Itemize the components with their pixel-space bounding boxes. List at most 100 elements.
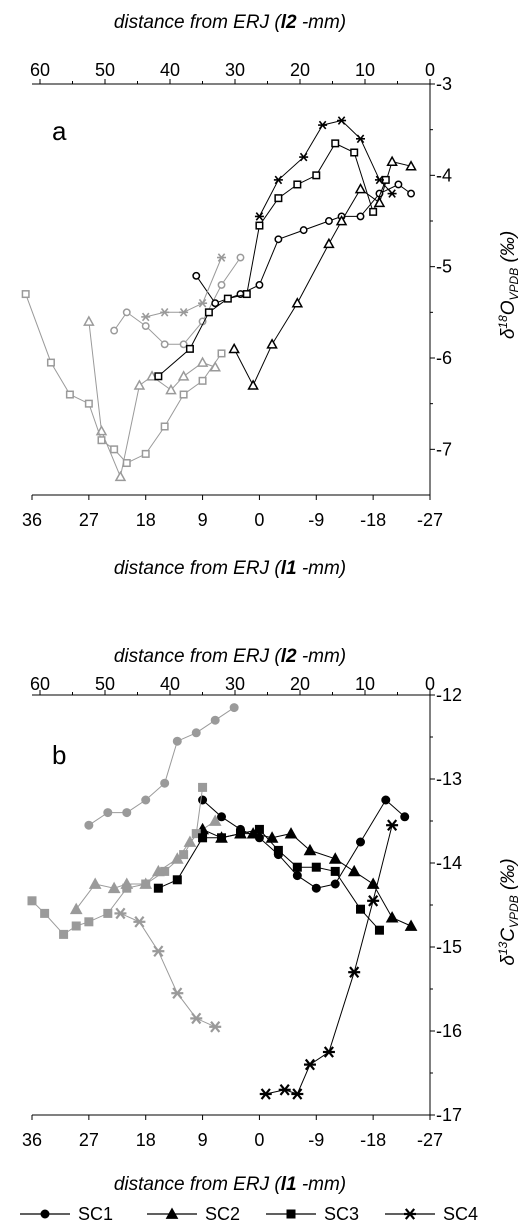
panel-b-bottom-tick-label: 0 [254, 1130, 264, 1150]
panel-a-y-axis-title: δ18OVPDB (‰) [496, 231, 521, 339]
panel-a-sc4-grey-point [141, 312, 151, 322]
panel-b-sc4-point-bar3 [292, 1088, 303, 1100]
panel-a-top-tick-label: 20 [290, 60, 310, 80]
panel-a-sc3-grey-point [110, 445, 119, 454]
panel-a-sc1-grey-point [141, 322, 150, 330]
panel-a-top-axis-title-prefix: distance from ERJ ( [114, 12, 282, 33]
panel-a-sc2-grey-point [146, 370, 158, 381]
panel-b-sc1-line [202, 799, 406, 889]
panel-a-bottom-tick-label: 0 [254, 510, 264, 530]
panel-a-sc3-point [274, 194, 283, 203]
panel-a-bottom-axis-title: distance from ERJ (l1 -mm) [114, 558, 346, 579]
panel-b-bottom-tick-label: -27 [417, 1130, 443, 1150]
panel-b-sc3-point [198, 833, 208, 843]
panel-b-y-axis-title: δ13CVPDB (‰) [496, 858, 521, 965]
panel-b-sc3-point [374, 925, 384, 935]
panel-b-sc3-grey-point [141, 879, 151, 889]
panel-a-bottom-tick-label: 18 [136, 510, 156, 530]
panel-b-sc3-point-shape [153, 883, 163, 893]
panel-a-sc4-point [318, 120, 328, 130]
panel-a-sc2-point [266, 338, 278, 349]
panel-a-sc2-grey-point [83, 315, 95, 326]
panel-b-sc2-point [366, 877, 380, 889]
panel-a-top-tick-label: 60 [30, 60, 50, 80]
panel-a-sc2-grey-line [88, 321, 216, 479]
panel-a-sc1-point [211, 299, 220, 308]
panel-a-sc4-point [299, 152, 309, 162]
panel-a-sc4-point-bar3 [318, 120, 327, 130]
panel-a-sc1-point [394, 180, 403, 189]
panel-b-sc1-grey-point [210, 715, 220, 725]
panel-a-sc1-point [255, 280, 264, 289]
panel-a-sc2-grey-point-shape [146, 370, 158, 381]
panel-b-sc2-point-shape [284, 827, 298, 839]
panel-b-sc4-point-bar3 [304, 1058, 316, 1071]
panel-a-sc4-grey-point [217, 253, 227, 262]
panel-a-sc1-point-shape [324, 217, 333, 225]
panel-b-sc1-grey-point [103, 808, 113, 818]
panel-a-sc2-grey-point [114, 470, 127, 482]
panel-a-y-axis-title-group: δ18OVPDB (‰) [496, 231, 521, 339]
panel-b-sc3-grey-point [122, 883, 132, 893]
panel-a-sc4-point [356, 134, 366, 144]
panel-a-sc2-grey-point-shape [114, 470, 127, 482]
panel-a-sc4-point-bar3 [356, 134, 365, 144]
panel-a-sc1-point-shape [299, 226, 308, 235]
panel-b-sc3-grey-point-shape [59, 929, 69, 939]
panel-a-sc2-point [247, 379, 259, 390]
panel-b-sc4-grey-point-bar3 [134, 916, 145, 928]
legend-marker-sc1 [40, 1209, 50, 1219]
panel-a: distance from ERJ (l2 -mm) a distance fr… [52, 12, 521, 579]
panel-b-sc4-grey-point [114, 907, 127, 920]
panel-b-sc3-point-shape [254, 824, 264, 834]
panel-a-sc3-point-shape [369, 207, 378, 216]
panel-b-sc4-grey-point-bar3 [191, 1012, 202, 1025]
panel-b-sc4-point [278, 1084, 291, 1096]
panel-a-sc1-point [356, 212, 365, 221]
panel-a-sc1-point [299, 226, 308, 235]
panel-b-sc3-point-shape [273, 845, 283, 855]
panel-a-sc3-grey-point [21, 290, 30, 299]
panel-b-sc2-point-shape [385, 911, 399, 923]
panel-b-sc1-point-shape [330, 879, 340, 889]
panel-a-sc1-grey-point-shape [217, 280, 226, 289]
panel-b-sc3-point-shape [217, 833, 227, 843]
panel-b-sc1-point-shape [292, 871, 302, 881]
panel-a-sc2-point-shape [386, 155, 398, 166]
panel-a-sc3-point-shape [331, 139, 340, 148]
panel-b-y-tick-label: -15 [436, 937, 462, 957]
panel-a-sc3-grey-point [141, 449, 150, 458]
panel-b-top-tick-label: 0 [425, 674, 435, 694]
panel-b-y-tick-label: -12 [436, 685, 462, 705]
panel-a-y-tick-label: -6 [436, 348, 452, 368]
panel-b-sc3-point [273, 845, 283, 855]
panel-b-sc2-grey-point [88, 877, 102, 889]
panel-a-sc3-point [242, 290, 251, 299]
panel-b-top-tick-label: 20 [290, 674, 310, 694]
panel-a-sc1-point-shape [356, 212, 365, 221]
panel-b-sc1-point [292, 871, 302, 881]
panel-b-sc4-grey-point-bar3 [153, 945, 164, 957]
panel-b-y-tick-label: -14 [436, 853, 462, 873]
panel-a-sc4-point-bar3 [375, 175, 384, 185]
legend-item-sc3: SC3 [266, 1204, 359, 1224]
panel-a-sc1-point [324, 217, 333, 225]
panel-a-sc3-point [369, 207, 378, 216]
panel-a-bottom-axis-title-bold: l1 [281, 558, 297, 579]
panel-a-sc1-grey-point-shape [122, 308, 131, 317]
panel-b-sc3-grey-point [71, 921, 81, 931]
panel-a-sc1-grey-point [110, 326, 119, 335]
panel-b-sc4-point [348, 966, 361, 978]
panel-b-top-tick-label: 60 [30, 674, 50, 694]
panel-b-top-axis-title-suffix: -mm) [297, 646, 347, 667]
panel-b-sc2-grey-point [208, 814, 222, 826]
panel-b-top-axis-title-bold: l2 [281, 646, 297, 667]
panel-b-sc1-point [381, 795, 391, 805]
panel-a-sc4-point [387, 189, 397, 198]
panel-b-sc3-grey-point-shape [71, 921, 81, 931]
panel-a-sc3-grey-point-shape [198, 376, 207, 385]
panel-a-sc2-point-shape [405, 160, 417, 171]
panel-b-sc2-grey-point-shape [208, 814, 222, 826]
panel-b-sc1-grey-point-shape [191, 728, 201, 738]
